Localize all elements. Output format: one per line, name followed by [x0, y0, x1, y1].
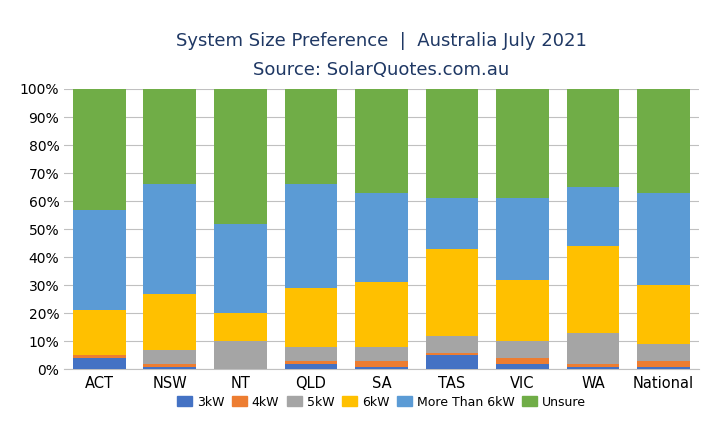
Bar [73, 89, 126, 210]
Bar [143, 294, 196, 350]
Bar [284, 184, 337, 288]
Bar [214, 341, 267, 369]
Bar [426, 352, 478, 355]
Bar [426, 355, 478, 369]
Bar [214, 89, 267, 223]
Bar [496, 358, 549, 364]
Bar [284, 361, 337, 364]
Bar [143, 89, 196, 184]
Legend: 3kW, 4kW, 5kW, 6kW, More Than 6kW, Unsure: 3kW, 4kW, 5kW, 6kW, More Than 6kW, Unsur… [172, 391, 591, 413]
Bar [73, 355, 126, 358]
Bar [355, 361, 408, 367]
Bar [426, 249, 478, 336]
Bar [637, 285, 690, 344]
Bar [355, 347, 408, 361]
Bar [143, 184, 196, 294]
Bar [567, 246, 620, 333]
Bar [496, 364, 549, 369]
Bar [567, 364, 620, 367]
Bar [284, 347, 337, 361]
Bar [496, 341, 549, 358]
Bar [637, 344, 690, 361]
Bar [143, 367, 196, 369]
Bar [214, 313, 267, 341]
Bar [637, 89, 690, 193]
Bar [567, 333, 620, 364]
Bar [567, 89, 620, 187]
Bar [284, 288, 337, 347]
Title: System Size Preference  |  Australia July 2021
Source: SolarQuotes.com.au: System Size Preference | Australia July … [176, 32, 587, 79]
Bar [143, 364, 196, 367]
Bar [496, 198, 549, 279]
Bar [567, 187, 620, 246]
Bar [496, 279, 549, 341]
Bar [73, 311, 126, 355]
Bar [355, 283, 408, 347]
Bar [355, 89, 408, 193]
Bar [426, 89, 478, 198]
Bar [73, 358, 126, 369]
Bar [637, 193, 690, 285]
Bar [73, 210, 126, 311]
Bar [214, 223, 267, 313]
Bar [143, 350, 196, 364]
Bar [637, 367, 690, 369]
Bar [426, 198, 478, 249]
Bar [355, 367, 408, 369]
Bar [496, 89, 549, 198]
Bar [284, 89, 337, 184]
Bar [355, 193, 408, 283]
Bar [284, 364, 337, 369]
Bar [567, 367, 620, 369]
Bar [426, 336, 478, 352]
Bar [637, 361, 690, 367]
